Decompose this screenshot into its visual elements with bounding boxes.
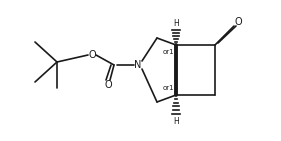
Text: N: N bbox=[134, 60, 142, 70]
Text: H: H bbox=[173, 117, 179, 126]
Text: or1: or1 bbox=[162, 85, 174, 91]
Text: O: O bbox=[234, 17, 242, 27]
Text: H: H bbox=[173, 19, 179, 28]
Text: or1: or1 bbox=[162, 49, 174, 55]
Text: O: O bbox=[88, 50, 96, 60]
Text: O: O bbox=[104, 80, 112, 90]
